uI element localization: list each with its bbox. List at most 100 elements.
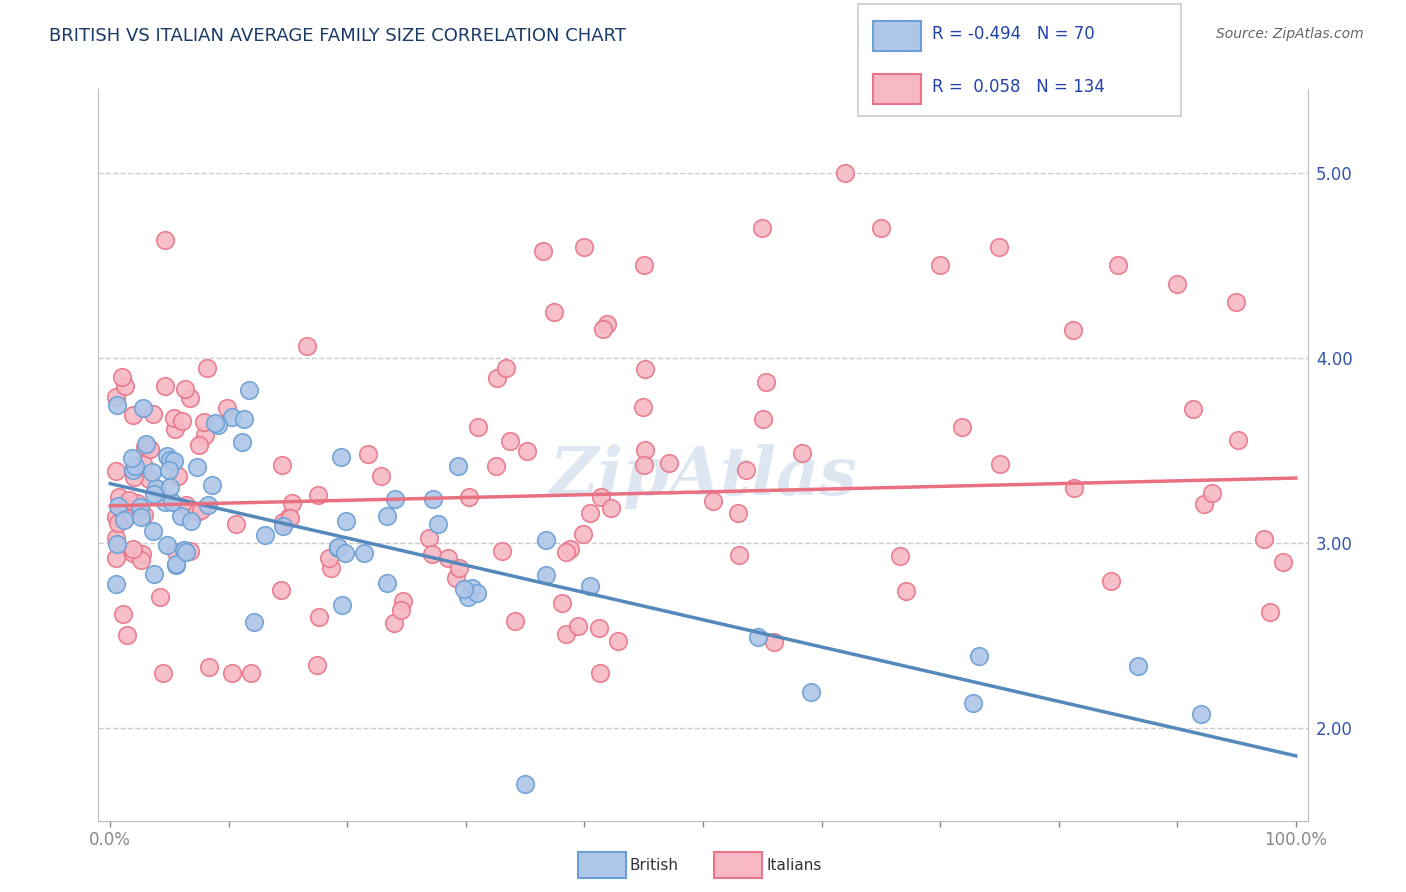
Point [453, 582, 475, 596]
Point [308, 609, 330, 624]
Point [132, 508, 155, 522]
Point [491, 544, 513, 558]
Point [129, 509, 152, 524]
Point [558, 542, 581, 557]
Point [145, 481, 167, 495]
Point [198, 660, 221, 674]
Point [330, 599, 353, 613]
Text: British: British [630, 858, 679, 872]
Point [869, 221, 891, 235]
Point [131, 547, 153, 561]
Point [105, 576, 128, 591]
Text: R = -0.494   N = 70: R = -0.494 N = 70 [932, 25, 1095, 43]
Point [107, 516, 129, 530]
Point [329, 450, 352, 465]
Point [734, 463, 756, 477]
Point [578, 579, 600, 593]
Point [233, 412, 256, 426]
Point [326, 540, 349, 554]
Point [163, 410, 186, 425]
Point [172, 413, 194, 427]
Point [1227, 434, 1250, 448]
Point [392, 594, 415, 608]
Point [159, 453, 181, 467]
Point [142, 524, 165, 538]
Point [155, 233, 177, 247]
Point [551, 596, 574, 610]
Point [572, 526, 595, 541]
Point [105, 510, 128, 524]
Point [427, 516, 450, 531]
Point [105, 390, 128, 404]
Point [567, 619, 589, 633]
Point [370, 468, 392, 483]
Point [105, 398, 128, 412]
Point [141, 465, 163, 479]
Point [153, 379, 176, 393]
Point [129, 500, 152, 515]
Point [134, 440, 156, 454]
Point [204, 416, 226, 430]
Point [138, 442, 160, 456]
Point [1192, 497, 1215, 511]
Point [447, 459, 470, 474]
Point [727, 507, 749, 521]
Point [498, 434, 520, 449]
Point [143, 566, 166, 581]
Point [295, 339, 318, 353]
Point [152, 665, 174, 680]
Point [166, 468, 188, 483]
Point [174, 545, 197, 559]
Point [132, 458, 155, 472]
Text: BRITISH VS ITALIAN AVERAGE FAMILY SIZE CORRELATION CHART: BRITISH VS ITALIAN AVERAGE FAMILY SIZE C… [49, 27, 626, 45]
Point [105, 536, 128, 550]
Text: R =  0.058   N = 134: R = 0.058 N = 134 [932, 78, 1105, 95]
Point [446, 571, 468, 585]
Point [588, 621, 610, 635]
Point [634, 361, 657, 376]
Point [156, 538, 179, 552]
Point [105, 551, 128, 566]
Point [112, 512, 135, 526]
Point [197, 361, 219, 376]
Point [988, 457, 1011, 471]
Point [1063, 481, 1085, 495]
Point [321, 560, 343, 574]
Point [111, 607, 134, 622]
Point [988, 239, 1011, 253]
Point [458, 490, 481, 504]
Text: Source: ZipAtlas.com: Source: ZipAtlas.com [1216, 27, 1364, 41]
Point [165, 558, 187, 572]
Point [333, 546, 356, 560]
Point [1099, 574, 1122, 588]
Point [239, 665, 262, 680]
Point [157, 463, 180, 477]
Point [131, 401, 153, 415]
Point [950, 419, 973, 434]
Point [277, 510, 299, 524]
Point [1166, 277, 1188, 291]
Point [967, 648, 990, 663]
Point [193, 415, 215, 429]
Point [174, 382, 197, 396]
Point [1062, 323, 1084, 337]
Point [792, 446, 814, 460]
Point [156, 449, 179, 463]
Point [190, 503, 212, 517]
Point [554, 544, 576, 558]
Point [105, 531, 128, 545]
Point [135, 436, 157, 450]
Point [375, 508, 398, 523]
Point [153, 494, 176, 508]
Point [485, 371, 508, 385]
Point [186, 505, 208, 519]
Point [531, 244, 554, 259]
Point [201, 478, 224, 492]
Point [606, 634, 628, 648]
Point [516, 443, 538, 458]
Point [108, 490, 131, 504]
Point [592, 322, 614, 336]
Point [534, 533, 557, 548]
Point [894, 584, 917, 599]
Point [160, 495, 183, 509]
